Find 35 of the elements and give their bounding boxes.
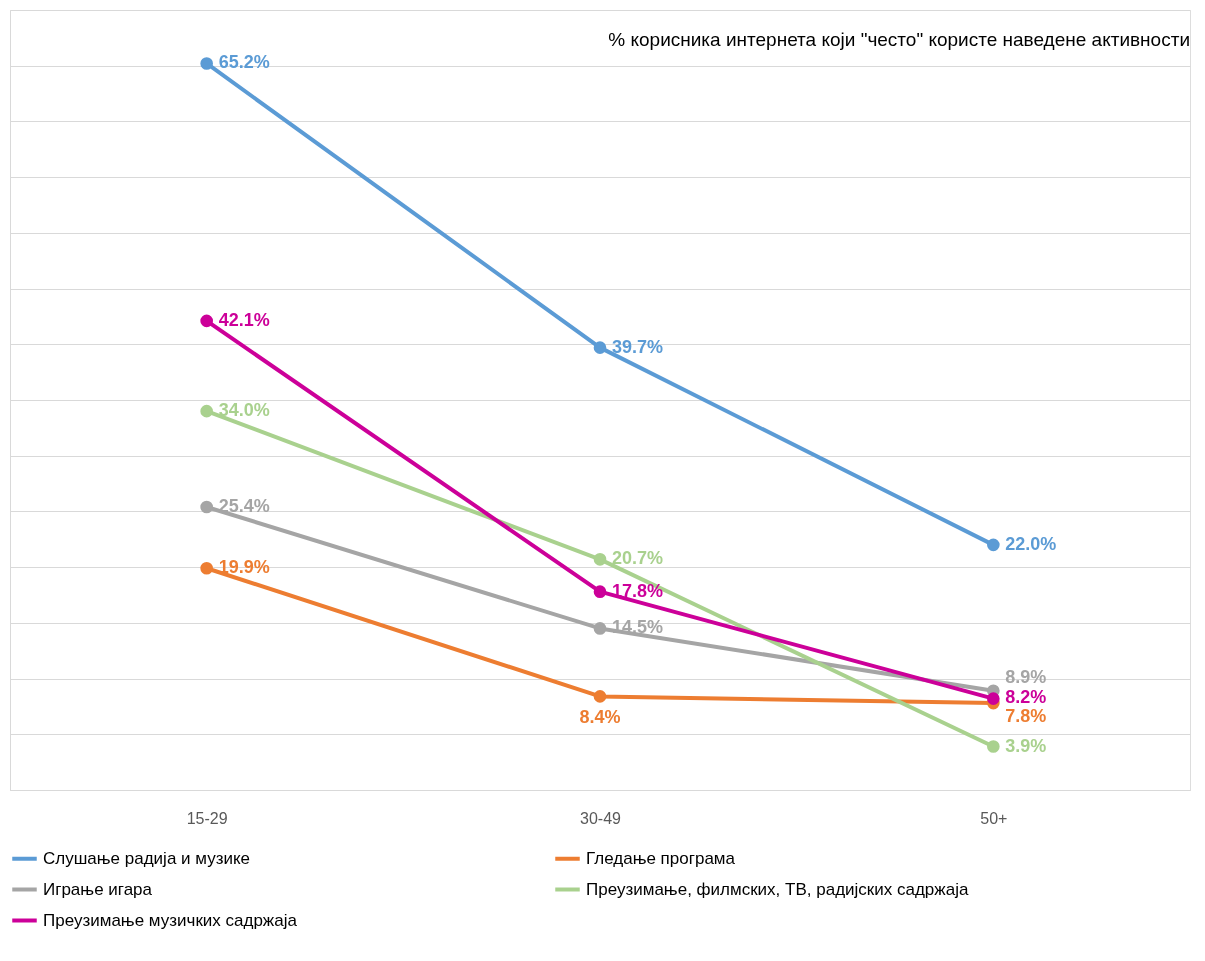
point (593, 553, 607, 566)
legend-label: Гледање програма (586, 848, 736, 868)
data-label: 20.7% (612, 548, 664, 569)
legend-label: Слушање радија и музике (43, 848, 251, 868)
legend-label: Играње игара (43, 879, 153, 899)
data-label: 8.2% (1005, 686, 1047, 707)
data-label: 34.0% (218, 400, 270, 421)
point (593, 690, 607, 703)
data-label: 25.4% (218, 495, 270, 516)
data-label: 19.9% (218, 557, 270, 578)
data-label: 22.0% (1005, 533, 1057, 554)
point (200, 314, 213, 328)
x-tick-label: 30-49 (580, 809, 622, 827)
point (593, 341, 607, 354)
data-label: 42.1% (218, 309, 270, 330)
data-label: 3.9% (1005, 735, 1047, 756)
data-label: 65.2% (218, 52, 270, 73)
point (200, 404, 213, 418)
point (593, 585, 607, 598)
data-label: 8.4% (579, 707, 621, 728)
point (987, 740, 1000, 753)
x-tick-label: 50+ (980, 809, 1008, 827)
data-label: 39.7% (612, 336, 664, 357)
chart-title: % корисника интернета који "често" користе наведене активности (608, 29, 1190, 50)
point (200, 500, 213, 514)
point (987, 692, 1000, 705)
point (987, 538, 1000, 552)
point (593, 622, 607, 635)
legend-label: Преузимање, филмских, ТВ, радијских садржаја (586, 879, 969, 899)
point (200, 57, 213, 70)
point (200, 561, 213, 575)
legend-label: Преузимање музичких садржаја (43, 910, 298, 930)
data-label: 7.8% (1005, 706, 1047, 727)
x-tick-label: 15-29 (186, 809, 228, 827)
data-label: 8.9% (1005, 666, 1047, 687)
